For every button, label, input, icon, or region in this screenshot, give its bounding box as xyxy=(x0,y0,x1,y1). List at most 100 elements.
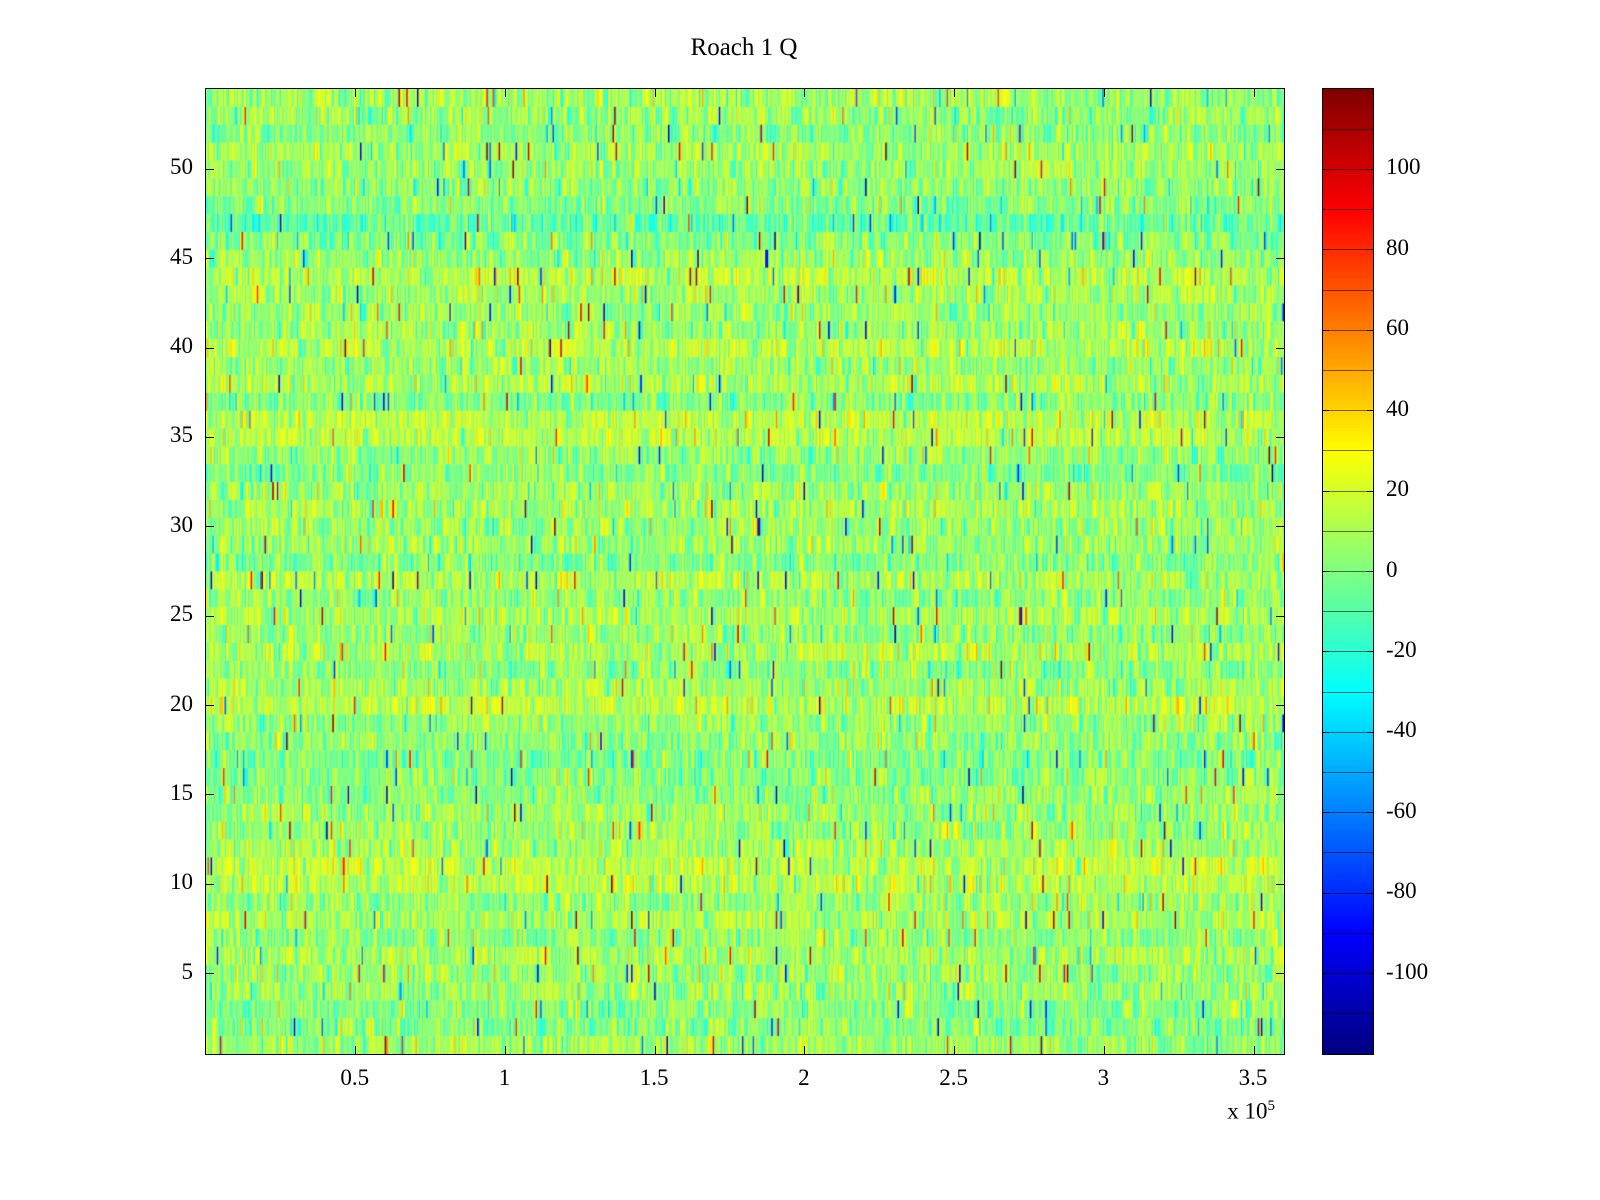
colorbar-minor-tick xyxy=(1323,973,1373,975)
x-tick-label: 2.5 xyxy=(939,1065,968,1090)
y-tick-mark-right xyxy=(1276,883,1284,885)
colorbar-minor-tick xyxy=(1323,168,1373,170)
colorbar-tick-mark-right xyxy=(1367,812,1373,814)
colorbar-tick-mark-right xyxy=(1367,490,1373,492)
x-tick-mark xyxy=(954,1046,956,1054)
y-tick-mark xyxy=(206,794,214,796)
colorbar-minor-tick xyxy=(1323,209,1373,211)
colorbar-minor-tick xyxy=(1323,932,1373,934)
plot-title: Roach 1 Q xyxy=(690,34,798,61)
colorbar-tick-label: 20 xyxy=(1386,476,1409,502)
colorbar-minor-tick xyxy=(1323,691,1373,693)
y-tick-label: 15 xyxy=(170,779,193,805)
x-tick-label: 2 xyxy=(798,1065,810,1090)
y-tick-label: 10 xyxy=(170,869,193,895)
y-tick-mark-right xyxy=(1276,615,1284,617)
colorbar-tick-label: -100 xyxy=(1386,958,1429,984)
colorbar-tick-mark-right xyxy=(1367,892,1373,894)
y-tick-mark xyxy=(206,526,214,528)
x-tick-mark-top xyxy=(1103,89,1105,97)
colorbar-minor-tick xyxy=(1323,289,1373,291)
colorbar-minor-tick xyxy=(1323,812,1373,814)
x-axis-multiplier-base: x 10 xyxy=(1227,1098,1268,1124)
colorbar-tick-mark xyxy=(1323,651,1329,653)
y-tick-mark-right xyxy=(1276,794,1284,796)
x-tick-mark xyxy=(504,1046,506,1054)
x-tick-mark xyxy=(804,1046,806,1054)
heatmap-plot-area xyxy=(205,88,1285,1055)
x-tick-mark xyxy=(1103,1046,1105,1054)
colorbar-tick-mark xyxy=(1323,410,1329,412)
x-tick-mark-top xyxy=(654,89,656,97)
colorbar-minor-tick xyxy=(1323,128,1373,130)
y-tick-label: 5 xyxy=(181,958,194,984)
x-tick-label: 1 xyxy=(498,1065,511,1090)
colorbar-tick-label: 0 xyxy=(1386,556,1398,582)
colorbar xyxy=(1322,88,1374,1055)
colorbar-tick-mark xyxy=(1323,973,1329,975)
colorbar-minor-tick xyxy=(1323,772,1373,774)
y-tick-mark xyxy=(206,973,214,975)
colorbar-minor-tick xyxy=(1323,611,1373,613)
colorbar-tick-mark-right xyxy=(1367,731,1373,733)
colorbar-tick-mark-right xyxy=(1367,329,1373,331)
y-tick-label: 25 xyxy=(170,601,193,627)
colorbar-tick-mark xyxy=(1323,329,1329,331)
colorbar-tick-mark-right xyxy=(1367,973,1373,975)
x-tick-mark-top xyxy=(1253,89,1255,97)
y-tick-mark-right xyxy=(1276,705,1284,707)
colorbar-minor-tick xyxy=(1323,571,1373,572)
colorbar-tick-mark-right xyxy=(1367,168,1373,170)
colorbar-minor-tick xyxy=(1323,731,1373,733)
colorbar-tick-mark xyxy=(1323,168,1329,170)
colorbar-tick-label: -40 xyxy=(1386,717,1417,743)
y-tick-mark xyxy=(206,705,214,707)
x-axis-multiplier-exponent: 5 xyxy=(1267,1098,1276,1114)
colorbar-minor-tick xyxy=(1323,369,1373,371)
x-tick-mark-top xyxy=(954,89,956,97)
colorbar-minor-tick xyxy=(1323,1013,1373,1015)
colorbar-tick-mark xyxy=(1323,490,1329,492)
y-tick-mark-right xyxy=(1276,526,1284,528)
colorbar-tick-mark xyxy=(1323,571,1329,572)
x-tick-label: 3.5 xyxy=(1238,1065,1268,1090)
colorbar-minor-tick xyxy=(1323,329,1373,331)
colorbar-tick-mark xyxy=(1323,812,1329,814)
x-tick-mark xyxy=(654,1046,656,1054)
colorbar-tick-label: 80 xyxy=(1386,234,1409,260)
colorbar-minor-tick xyxy=(1323,852,1373,854)
y-tick-mark-right xyxy=(1276,436,1284,438)
y-tick-mark xyxy=(206,615,214,617)
x-tick-mark xyxy=(355,1046,357,1054)
heatmap-canvas xyxy=(206,89,1284,1054)
colorbar-tick-mark xyxy=(1323,249,1329,251)
x-tick-mark-top xyxy=(504,89,506,97)
colorbar-minor-tick xyxy=(1323,651,1373,653)
y-tick-label: 40 xyxy=(170,333,193,359)
colorbar-minor-tick xyxy=(1323,490,1373,492)
x-tick-label: 3 xyxy=(1097,1065,1110,1090)
x-tick-mark-top xyxy=(804,89,806,97)
colorbar-minor-tick xyxy=(1323,892,1373,894)
colorbar-tick-label: -60 xyxy=(1386,797,1417,823)
colorbar-tick-mark xyxy=(1323,731,1329,733)
colorbar-tick-mark-right xyxy=(1367,410,1373,412)
y-tick-mark-right xyxy=(1276,347,1284,349)
colorbar-tick-label: 40 xyxy=(1386,395,1409,421)
colorbar-tick-mark-right xyxy=(1367,249,1373,251)
colorbar-tick-mark-right xyxy=(1367,571,1373,572)
colorbar-minor-tick xyxy=(1323,410,1373,412)
y-tick-mark xyxy=(206,883,214,885)
colorbar-tick-label: -20 xyxy=(1386,636,1417,662)
x-tick-label: 0.5 xyxy=(340,1065,370,1090)
y-tick-mark xyxy=(206,258,214,260)
y-tick-label: 20 xyxy=(170,690,193,716)
colorbar-minor-tick xyxy=(1323,530,1373,532)
colorbar-minor-tick xyxy=(1323,249,1373,251)
colorbar-tick-label: 60 xyxy=(1386,315,1409,341)
y-tick-label: 50 xyxy=(170,154,193,180)
colorbar-tick-label: -80 xyxy=(1386,878,1417,904)
y-tick-mark-right xyxy=(1276,258,1284,260)
y-tick-mark-right xyxy=(1276,973,1284,975)
